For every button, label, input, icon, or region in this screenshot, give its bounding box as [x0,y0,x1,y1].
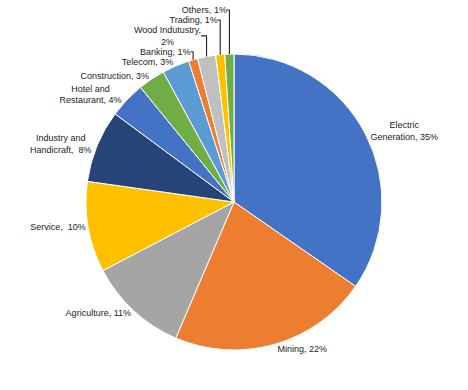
svg-text:Agriculture, 11%: Agriculture, 11% [66,308,131,318]
svg-text:Banking, 1%: Banking, 1% [140,47,191,57]
svg-text:Industry andHandicraft, 8%: Industry andHandicraft, 8% [30,133,92,155]
svg-text:Construction, 3%: Construction, 3% [80,71,149,81]
svg-text:Service, 10%: Service, 10% [30,222,86,232]
svg-text:Wood Indutustry,2%: Wood Indutustry,2% [134,25,201,47]
svg-text:ElectricGeneration, 35%: ElectricGeneration, 35% [371,120,439,142]
svg-text:Others, 1%: Others, 1% [182,5,227,15]
svg-text:Trading, 1%: Trading, 1% [170,15,218,25]
svg-text:Telecom, 3%: Telecom, 3% [122,57,174,67]
svg-text:Hotel andRestaurant, 4%: Hotel andRestaurant, 4% [59,84,121,106]
svg-text:Mining, 22%: Mining, 22% [277,344,327,354]
